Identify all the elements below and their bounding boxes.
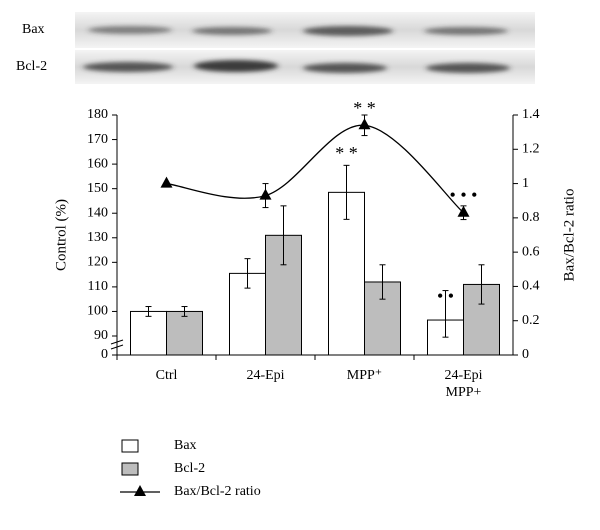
blot-label: Bax (22, 22, 45, 37)
bar (130, 310, 167, 356)
blot-label: Bcl-2 (16, 59, 47, 74)
ratio-marker (457, 205, 470, 217)
legend-label: Bax/Bcl-2 ratio (174, 484, 261, 499)
y2-tick-label: 0.2 (522, 313, 540, 328)
legend-swatch (121, 439, 139, 453)
error-bar (280, 205, 287, 266)
blot (75, 12, 535, 84)
y-tick-label: 0 (101, 347, 108, 362)
y-tick-label: 90 (94, 328, 108, 343)
y2-tick-label: 1 (522, 176, 529, 191)
y2-tick-label: 0 (522, 347, 529, 362)
error-bar (343, 164, 350, 220)
error-bar (478, 264, 485, 305)
error-bar (145, 306, 152, 317)
axis-break (110, 344, 124, 350)
y2-tick-label: 1.2 (522, 142, 540, 157)
y-tick-label: 140 (87, 205, 108, 220)
bar (166, 310, 203, 356)
annotation: • • (437, 286, 454, 306)
y-axis-title: Control (%) (53, 199, 69, 271)
y2-tick-label: 0.4 (522, 279, 540, 294)
ratio-marker (259, 188, 272, 200)
y-tick-label: 100 (87, 304, 108, 319)
legend-label: Bax (174, 438, 197, 453)
y2-tick-label: 1.4 (522, 107, 540, 122)
annotation: • • • (450, 185, 478, 205)
y2-tick-label: 0.8 (522, 210, 540, 225)
y-tick-label: 180 (87, 107, 108, 122)
y-tick-label: 110 (88, 279, 108, 294)
y-tick-label: 120 (87, 255, 108, 270)
x-tick-label: 24-Epi (246, 368, 285, 383)
error-bar (379, 264, 386, 300)
annotation: * * (353, 98, 376, 118)
bar (364, 281, 401, 356)
legend-label: Bcl-2 (174, 461, 205, 476)
y-tick-label: 170 (87, 132, 108, 147)
y2-axis-title: Bax/Bcl-2 ratio (561, 189, 577, 282)
legend-marker (134, 485, 146, 496)
error-bar (244, 258, 251, 289)
x-tick-label: Ctrl (155, 368, 178, 383)
y2-tick-label: 0.6 (522, 244, 540, 259)
axis-break (110, 339, 124, 345)
y-tick-label: 150 (87, 181, 108, 196)
legend-swatch (121, 462, 139, 476)
y-tick-label: 160 (87, 156, 108, 171)
y-tick-label: 130 (87, 230, 108, 245)
error-bar (442, 290, 449, 338)
x-tick-label: MPP⁺ (346, 368, 383, 383)
ratio-marker (160, 176, 173, 188)
error-bar (181, 306, 188, 317)
ratio-line (166, 124, 464, 214)
x-tick-label: 24-Epi MPP+ (444, 368, 483, 400)
ratio-marker (358, 118, 371, 130)
annotation: * * (335, 143, 358, 163)
